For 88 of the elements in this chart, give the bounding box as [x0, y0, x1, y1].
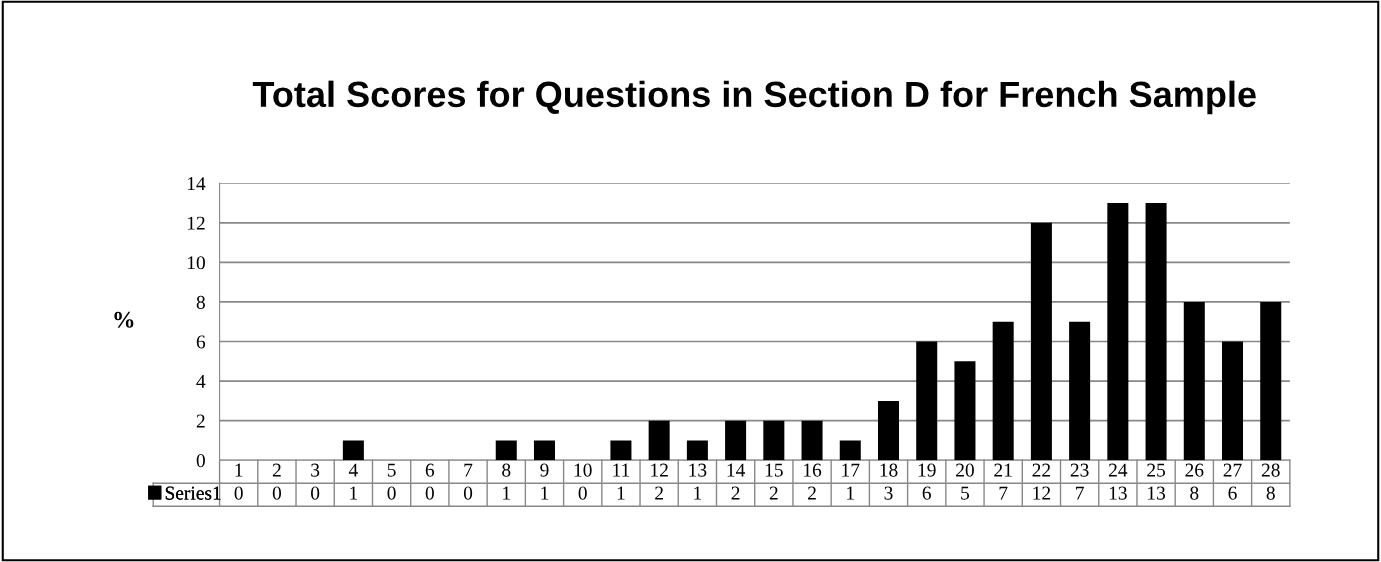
data-label: 2	[769, 486, 778, 500]
x-tick-label: 26	[1185, 463, 1204, 477]
y-tick-label: 10	[187, 256, 205, 270]
x-tick-label: 21	[994, 463, 1012, 477]
data-label: 5	[961, 486, 970, 500]
bar	[495, 440, 517, 461]
bar	[1145, 203, 1167, 461]
x-tick-label: 1	[235, 463, 243, 477]
x-tick-label: 8	[502, 463, 511, 477]
bar	[877, 400, 900, 461]
data-label: 2	[808, 486, 816, 500]
bar	[916, 341, 938, 461]
x-tick-label: 23	[1070, 463, 1089, 477]
x-tick-label: 6	[425, 463, 435, 477]
x-tick-label: 24	[1108, 463, 1128, 477]
data-label: 7	[1076, 486, 1084, 500]
x-tick-label: 5	[387, 463, 396, 477]
bar	[954, 361, 976, 461]
data-label: 1	[617, 486, 625, 500]
data-label: 2	[655, 486, 663, 500]
data-label: 6	[1228, 486, 1237, 500]
x-tick-label: 18	[880, 463, 898, 477]
y-tick-label: 14	[187, 177, 206, 190]
bar	[801, 420, 823, 461]
x-tick-label: 15	[765, 463, 783, 477]
y-tick-label: 0	[196, 454, 205, 468]
bar	[1183, 301, 1205, 461]
x-tick-label: 7	[464, 463, 473, 477]
x-tick-label: 10	[574, 463, 592, 477]
data-label: 2	[731, 486, 740, 500]
data-label: 0	[425, 486, 434, 500]
bar	[1222, 341, 1244, 461]
chart-title: Total Scores for Questions in Section D for French Sample	[252, 80, 1256, 115]
x-tick-label: 4	[348, 463, 358, 477]
legend-label: Series1	[165, 486, 221, 500]
x-tick-label: 11	[613, 463, 630, 477]
x-tick-label: 3	[311, 463, 320, 477]
y-tick-label: 2	[196, 414, 205, 428]
data-label: 12	[1033, 486, 1051, 500]
data-label: 7	[999, 486, 1008, 500]
y-tick-label: 4	[196, 375, 206, 388]
x-tick-label: 14	[727, 463, 746, 477]
y-axis-title: %	[114, 311, 134, 328]
x-tick-label: 25	[1147, 463, 1166, 477]
data-label: 1	[350, 486, 358, 500]
bar	[992, 321, 1014, 461]
bar	[533, 440, 555, 461]
y-tick-label: 8	[196, 295, 205, 309]
y-tick-label: 6	[196, 335, 206, 349]
bar	[686, 440, 708, 461]
x-tick-label: 22	[1032, 463, 1051, 477]
x-tick-label: 20	[956, 463, 974, 477]
bar	[725, 420, 747, 461]
data-label: 6	[922, 486, 932, 500]
data-label: 0	[272, 486, 282, 500]
data-label: 0	[311, 486, 320, 500]
data-label: 1	[847, 486, 854, 500]
data-label: 1	[503, 486, 510, 500]
data-label: 8	[1266, 486, 1275, 500]
x-tick-label: 13	[689, 463, 707, 477]
data-label: 1	[541, 486, 549, 500]
bar	[648, 420, 670, 461]
x-tick-label: 28	[1261, 463, 1280, 477]
x-tick-label: 12	[651, 463, 668, 477]
data-label: 13	[1148, 486, 1166, 500]
bar	[763, 420, 785, 461]
bar	[1260, 301, 1282, 461]
data-label: 3	[884, 486, 893, 500]
bar	[839, 440, 861, 461]
x-tick-label: 27	[1223, 463, 1242, 477]
bar	[1107, 203, 1129, 461]
data-label: 0	[578, 486, 587, 500]
x-tick-label: 17	[842, 463, 860, 477]
data-label: 13	[1109, 486, 1127, 500]
data-label: 8	[1190, 486, 1199, 500]
bar	[342, 440, 364, 461]
data-label: 0	[234, 486, 243, 500]
bar	[1030, 222, 1052, 461]
x-tick-label: 19	[918, 463, 936, 477]
x-tick-label: 9	[540, 463, 549, 477]
x-tick-label: 2	[272, 463, 281, 477]
y-tick-label: 12	[187, 216, 205, 230]
x-tick-label: 16	[804, 463, 822, 477]
bar	[610, 440, 632, 461]
bar	[1069, 321, 1091, 461]
data-label: 1	[694, 486, 702, 500]
data-label: 0	[463, 486, 473, 500]
data-label: 0	[387, 486, 396, 500]
